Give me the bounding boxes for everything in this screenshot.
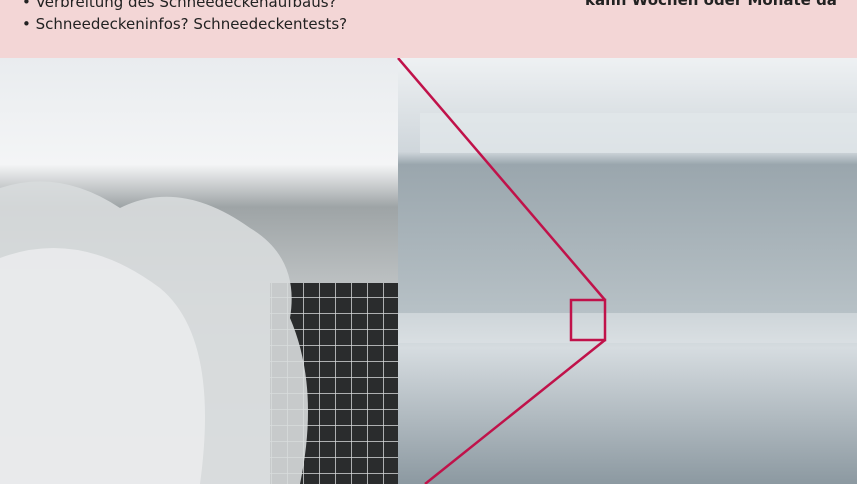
snow-profile-photo: [398, 58, 857, 484]
header-band: • Verbreitung des Schneedeckenaufbaus? •…: [0, 0, 857, 58]
photos: [0, 58, 857, 484]
bullet-text: • Schneedeckeninfos? Schneedeckentests?: [22, 15, 348, 33]
crystal-photo: [0, 58, 398, 484]
zoom-indicator: [397, 58, 607, 484]
bullet-text: • Verbreitung des Schneedeckenaufbaus?: [22, 0, 337, 11]
note-text: kann Wochen oder Monate da: [585, 0, 837, 9]
